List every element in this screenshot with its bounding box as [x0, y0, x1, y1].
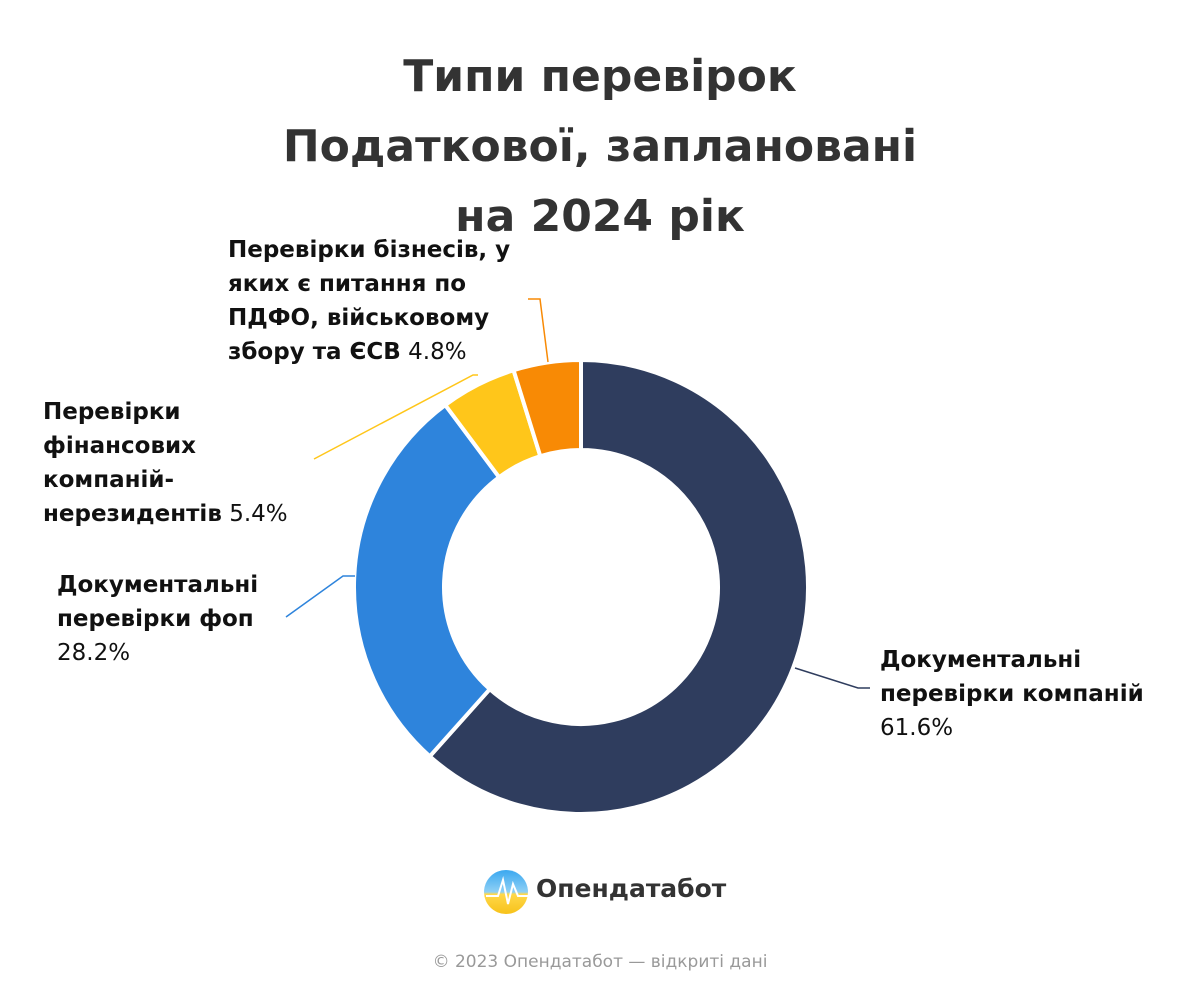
data-label: Перевірки фінансових компаній-нерезидент… — [43, 395, 303, 531]
category-label: Документальні перевірки фоп — [57, 572, 259, 632]
copyright: © 2023 Опендатабот — відкриті дані — [432, 952, 768, 972]
value-label: 61.6% — [880, 715, 954, 741]
data-label: Перевірки бізнесів, у яких є питання по … — [228, 233, 518, 369]
value-label: 28.2% — [57, 640, 131, 666]
leader-line — [794, 667, 870, 689]
category-label: Документальні перевірки компаній — [880, 647, 1144, 707]
data-label: Документальні перевірки компаній 61.6% — [880, 643, 1170, 745]
donut-segment — [427, 358, 810, 816]
leader-line — [313, 374, 478, 460]
logo-wave — [486, 876, 528, 905]
brand: Опендатабот — [536, 874, 727, 903]
data-label: Документальні перевірки фоп 28.2% — [57, 568, 297, 670]
value-label: 5.4% — [229, 501, 288, 527]
leader-line — [285, 575, 355, 618]
donut-segment — [511, 358, 583, 459]
value-label: 4.8% — [408, 339, 467, 365]
category-label: Перевірки фінансових компаній-нерезидент… — [43, 399, 222, 527]
leader-line — [528, 298, 549, 363]
category-label: Перевірки бізнесів, у яких є питання по … — [228, 237, 511, 365]
donut-segment — [352, 403, 502, 759]
chart-title: Типи перевірок Податкової, заплановані н… — [282, 51, 918, 242]
